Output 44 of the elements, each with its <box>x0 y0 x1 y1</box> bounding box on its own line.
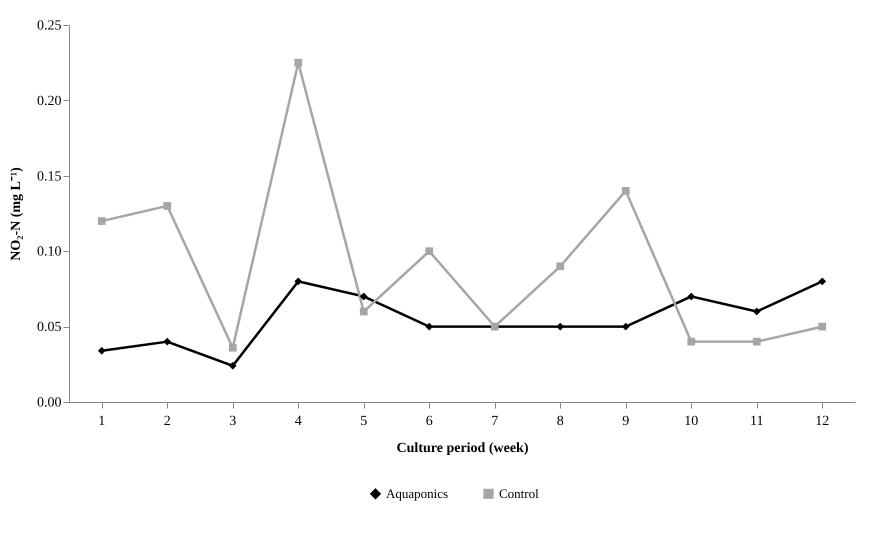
point <box>752 338 761 346</box>
x-tick-label: 3 <box>229 414 236 429</box>
x-tick-label: 6 <box>426 414 433 429</box>
point <box>360 308 368 316</box>
point <box>622 187 630 195</box>
point <box>98 346 106 355</box>
y-tick-label: 0.10 <box>37 244 62 260</box>
legend-label: Aquaponics <box>386 486 448 501</box>
point <box>163 338 172 346</box>
x-axis-title: Culture period (week) <box>396 441 529 456</box>
x-tick-label: 2 <box>164 414 171 429</box>
x-tick-label: 1 <box>98 414 106 429</box>
point <box>163 202 172 210</box>
point <box>687 338 696 346</box>
x-tick-label: 5 <box>360 414 368 429</box>
point <box>360 292 368 300</box>
point <box>687 292 696 300</box>
point <box>556 322 564 330</box>
point <box>818 277 826 286</box>
point <box>425 322 434 330</box>
legend-label: Control <box>499 486 540 501</box>
point <box>228 362 237 370</box>
x-tick-label: 11 <box>750 414 764 429</box>
x-tick-label: 7 <box>491 414 498 429</box>
point <box>622 322 630 330</box>
y-axis-title: NO₂-N (mg L⁻¹) <box>9 166 24 261</box>
y-tick-label: 0.25 <box>37 18 62 34</box>
point <box>556 262 564 270</box>
y-tick-label: 0.05 <box>37 320 62 336</box>
x-tick-label: 9 <box>622 414 630 429</box>
x-tick-label: 12 <box>815 414 830 429</box>
point <box>294 277 302 286</box>
x-tick-label: 8 <box>556 414 564 429</box>
point <box>425 247 434 256</box>
point <box>818 322 826 330</box>
x-tick-label: 4 <box>294 414 302 429</box>
x-tick-label: 10 <box>684 414 698 429</box>
y-tick-label: 0.15 <box>37 169 62 184</box>
y-tick-label: 0.00 <box>37 396 62 410</box>
point <box>752 308 761 316</box>
point <box>98 217 106 225</box>
point <box>294 58 302 67</box>
y-tick-label: 0.20 <box>37 94 62 109</box>
point <box>228 344 237 352</box>
